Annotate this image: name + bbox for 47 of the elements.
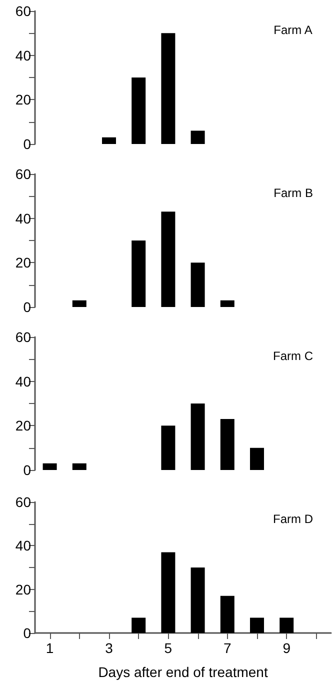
y-tick-label: 40: [15, 373, 32, 390]
bar: [250, 618, 264, 633]
bar: [132, 240, 146, 307]
y-tick-label: 0: [23, 136, 32, 152]
text: Farm B: [274, 186, 314, 200]
y-tick-label: 0: [23, 625, 32, 641]
y-tick-label: 0: [23, 299, 32, 315]
bar: [220, 419, 234, 470]
text: Farm A: [274, 23, 312, 37]
y-tick-label: 20: [15, 418, 32, 434]
y-tick-label: 40: [15, 210, 32, 226]
y-tick-label: 20: [15, 92, 32, 108]
y-tick-label: 60: [15, 329, 32, 345]
x-tick-label: 7: [224, 640, 232, 656]
y-tick-label: 60: [15, 494, 32, 510]
bar: [132, 618, 146, 633]
bar: [280, 618, 294, 633]
y-tick-label: 60: [15, 3, 32, 19]
bar: [220, 596, 234, 633]
bar: [161, 212, 176, 307]
y-tick-label: 40: [15, 47, 32, 64]
bar: [190, 404, 205, 470]
y-tick-label: 40: [15, 538, 32, 554]
x-tick-label: 3: [105, 640, 114, 656]
x-tick-label: 9: [282, 640, 291, 656]
bar: [161, 33, 176, 144]
x-tick-label: 5: [164, 640, 172, 656]
x-tick-label: 1: [46, 640, 54, 656]
bar: [102, 137, 116, 144]
y-tick-label: 20: [15, 581, 32, 598]
y-tick-label: 20: [15, 254, 32, 271]
x-axis-title: Days after end of treatment: [98, 664, 268, 680]
bar: [72, 300, 86, 307]
bar: [132, 78, 146, 144]
text: Farm D: [273, 512, 314, 526]
bar: [42, 463, 57, 470]
y-tick-label: 60: [15, 166, 32, 182]
bar: [190, 130, 205, 144]
y-tick-label: 0: [23, 462, 32, 478]
bar: [190, 568, 205, 633]
bar: [161, 426, 176, 470]
bar: [72, 463, 86, 470]
bar: [161, 552, 176, 633]
bar: [250, 448, 264, 470]
bar: [220, 300, 234, 307]
text: Farm C: [273, 349, 314, 363]
bar: [190, 262, 205, 307]
